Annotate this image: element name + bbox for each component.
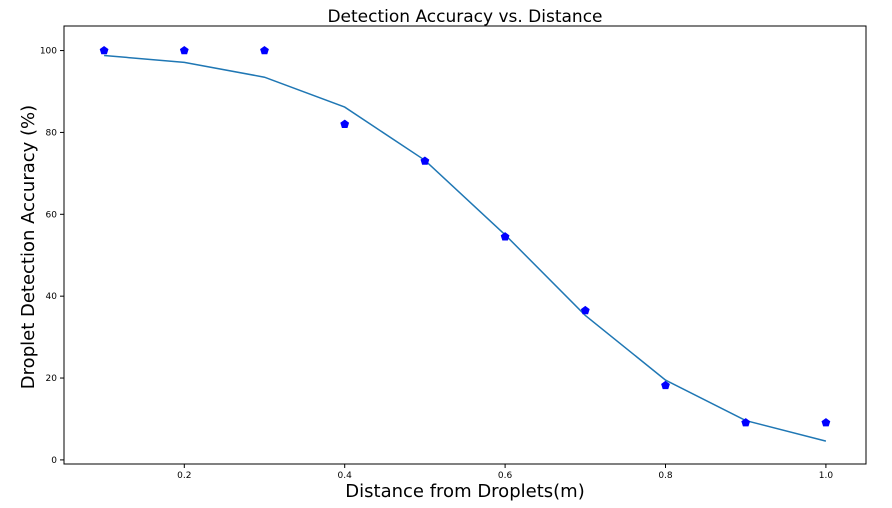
data-point-marker [99, 45, 109, 55]
data-point-marker [580, 305, 590, 315]
data-point-marker [179, 45, 189, 55]
fit-curve-line [104, 54, 827, 442]
data-point-marker [420, 156, 430, 165]
x-tick-label: 1.0 [819, 471, 834, 481]
y-tick-label: 0 [51, 456, 57, 466]
data-point-marker [661, 380, 670, 390]
y-axis-ticks: 0 20 40 60 80 100 [40, 47, 64, 466]
y-tick-label: 40 [46, 292, 58, 302]
x-axis-label: Distance from Droplets(m) [345, 481, 584, 502]
x-tick-label: 0.8 [658, 471, 673, 481]
x-tick-label: 0.2 [177, 471, 191, 481]
plot-series [99, 45, 831, 442]
x-tick-label: 0.4 [338, 471, 353, 481]
data-point-marker [340, 119, 350, 128]
data-point-marker [821, 418, 831, 427]
data-point-marker [260, 45, 269, 55]
x-axis-ticks: 0.2 0.4 0.6 0.8 1.0 [177, 464, 833, 481]
y-tick-label: 100 [40, 47, 57, 57]
data-point-marker [500, 232, 510, 241]
y-tick-label: 60 [46, 210, 58, 220]
y-tick-label: 20 [46, 374, 58, 384]
data-point-marker [741, 418, 751, 427]
chart-title: Detection Accuracy vs. Distance [327, 7, 602, 27]
plot-area-frame [63, 25, 867, 465]
y-tick-label: 80 [46, 128, 58, 138]
x-tick-label: 0.6 [498, 471, 513, 481]
y-axis-label: Droplet Detection Accuracy (%) [18, 105, 39, 389]
